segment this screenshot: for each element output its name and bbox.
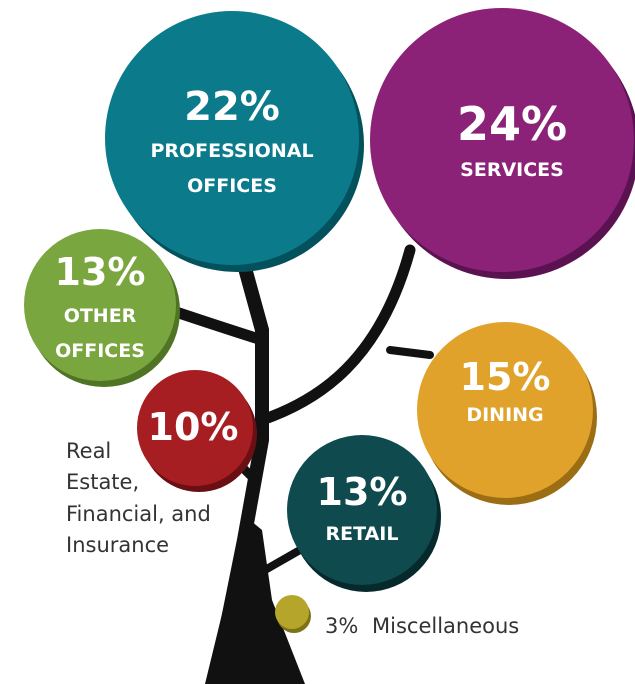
label: Estate,	[66, 470, 139, 494]
percent: 24%	[457, 97, 567, 151]
percent: 13%	[55, 250, 146, 294]
trunk	[205, 520, 305, 684]
node: 13% RETAIL	[287, 435, 441, 592]
node: 15% DINING	[417, 322, 597, 505]
label: SERVICES	[460, 159, 564, 181]
percent: 22%	[184, 84, 280, 130]
label: OTHER	[64, 305, 137, 327]
label: Miscellaneous	[372, 614, 519, 638]
label: OFFICES	[187, 175, 277, 197]
node: 22% PROFESSIONAL OFFICES	[105, 11, 364, 272]
node: 10% Real Estate, Financial, and Insuranc…	[66, 370, 257, 557]
label: PROFESSIONAL	[150, 140, 313, 162]
label: DINING	[466, 404, 543, 426]
percent: 13%	[317, 470, 408, 514]
label: Financial, and	[66, 502, 211, 526]
node: 24% SERVICES	[370, 8, 635, 279]
label: OFFICES	[55, 340, 145, 362]
percent: 3%	[325, 614, 358, 638]
label: RETAIL	[326, 523, 399, 545]
node: 3% Miscellaneous	[275, 595, 519, 638]
percent: 10%	[148, 405, 239, 449]
label: Real	[66, 439, 111, 463]
label: Insurance	[66, 533, 169, 557]
node: 13% OTHER OFFICES	[24, 229, 180, 387]
percent: 15%	[460, 355, 551, 399]
